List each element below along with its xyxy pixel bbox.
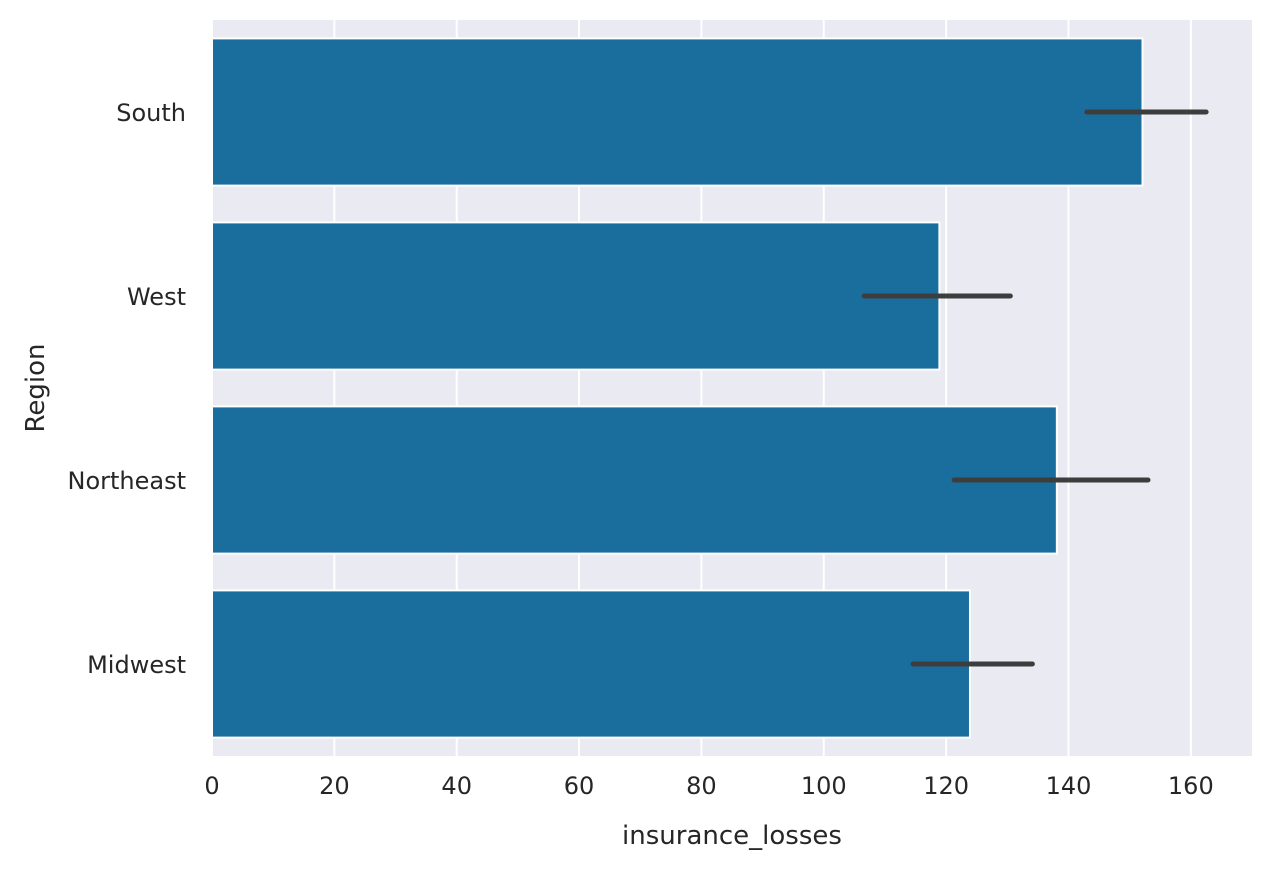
x-tick-label: 60: [564, 772, 595, 800]
bars: [211, 37, 1144, 739]
y-axis-ticks: South West Northeast Midwest: [67, 99, 186, 679]
x-tick-label: 140: [1046, 772, 1092, 800]
x-axis-title: insurance_losses: [622, 821, 842, 851]
x-tick-label: 40: [441, 772, 472, 800]
bar-midwest: [211, 589, 971, 739]
bar-northeast: [211, 405, 1058, 555]
y-tick-label: West: [127, 283, 186, 311]
y-tick-label: South: [116, 99, 186, 127]
bar-west: [211, 221, 941, 371]
x-tick-label: 20: [319, 772, 350, 800]
bar-south: [211, 37, 1144, 187]
x-tick-label: 80: [686, 772, 717, 800]
y-axis-title: Region: [21, 343, 51, 432]
x-tick-label: 120: [923, 772, 969, 800]
x-tick-label: 0: [204, 772, 219, 800]
y-tick-label: Northeast: [67, 467, 186, 495]
error-bars: [861, 109, 1209, 667]
x-tick-label: 160: [1168, 772, 1214, 800]
x-tick-label: 100: [801, 772, 847, 800]
x-axis-ticks: 0 20 40 60 80 100 120 140 160: [204, 772, 1213, 800]
y-tick-label: Midwest: [87, 651, 186, 679]
